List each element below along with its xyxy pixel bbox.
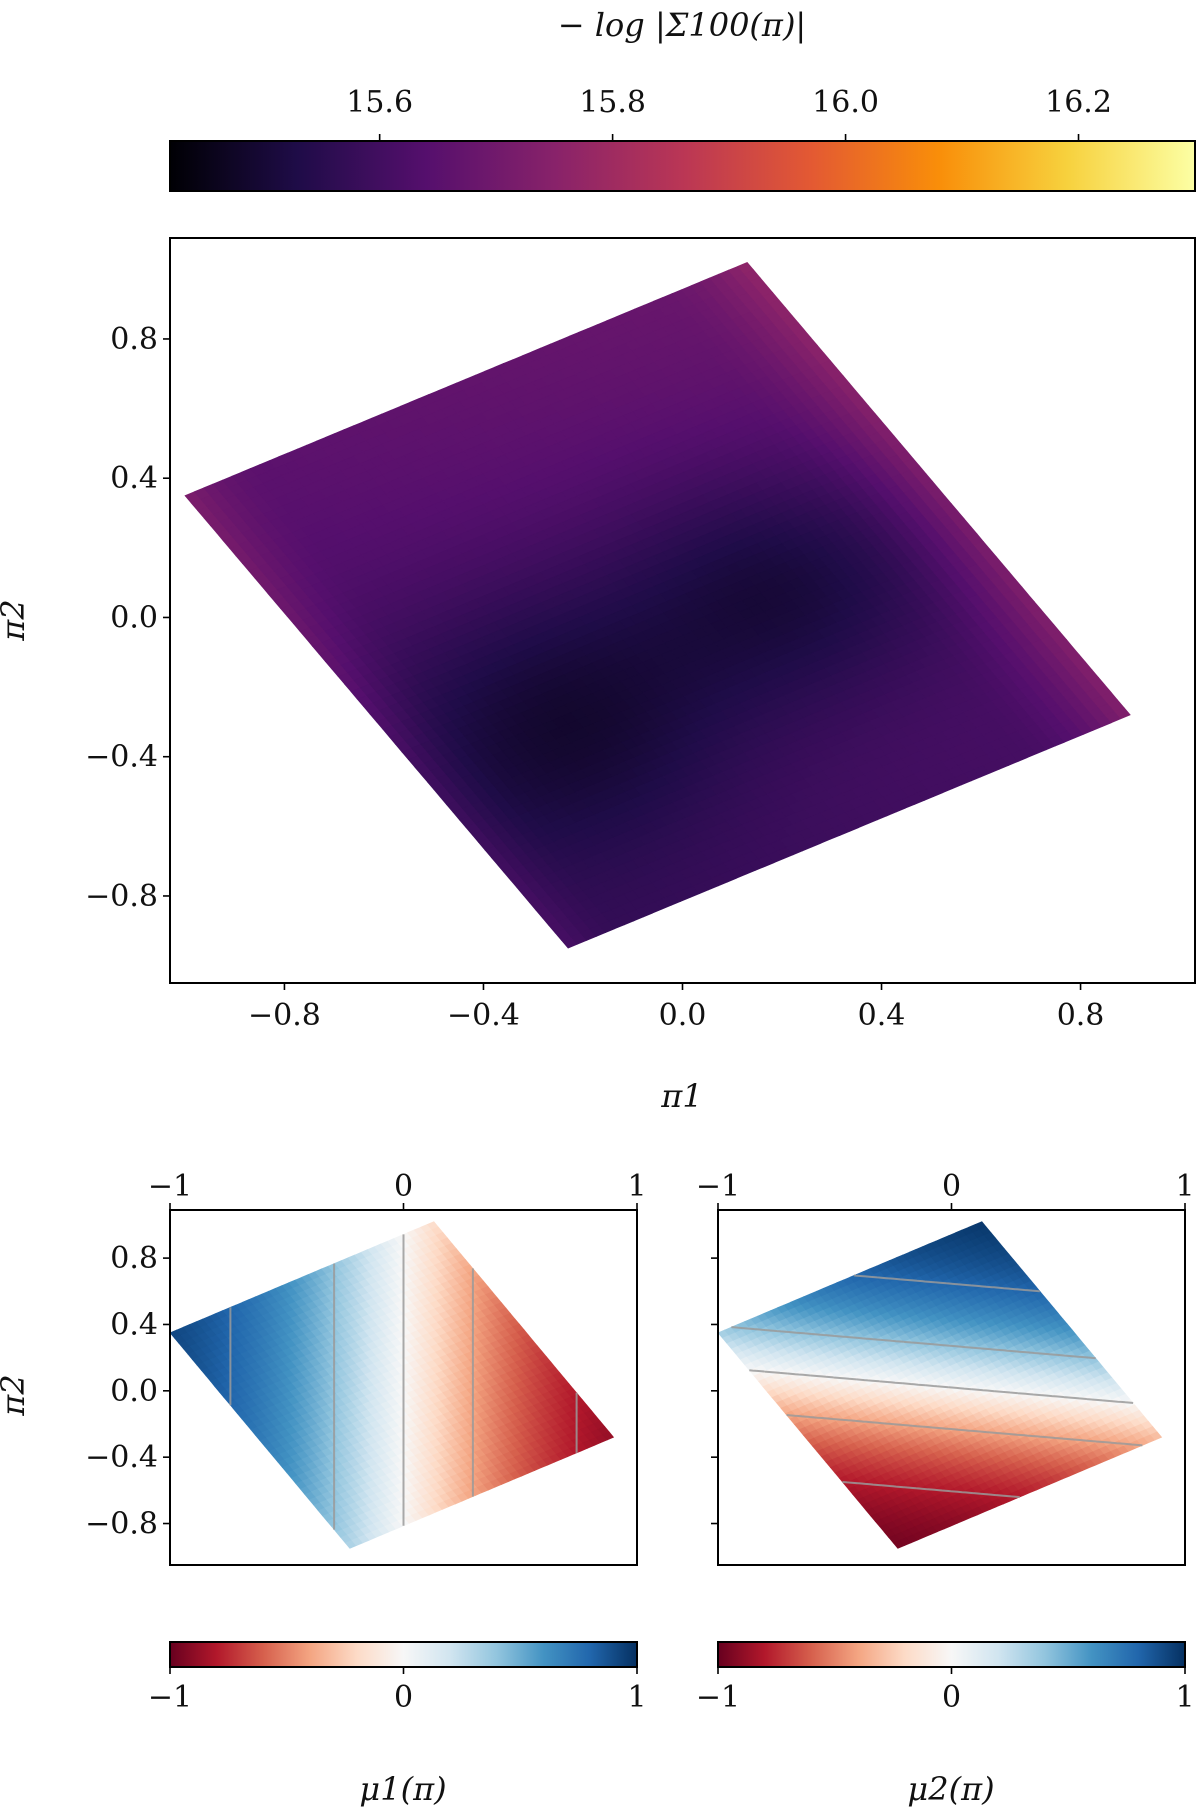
colorbar-tick-label: 15.8 (579, 85, 646, 120)
main-y-axis-label: π2 (0, 599, 32, 641)
x-tick-label: 0.4 (858, 998, 906, 1033)
main-x-ticks: −0.8 −0.4 0.0 0.4 0.8 (248, 983, 1104, 1033)
y-tick-label: 0.4 (110, 461, 158, 496)
main-colorbar-label: − log |Σ100(π)| (558, 6, 806, 44)
main-colorbar: − log |Σ100(π)| 15.6 15.8 16.0 16.2 (169, 6, 1196, 192)
main-colorbar-ticks: 15.6 15.8 16.0 16.2 (346, 85, 1112, 141)
y-tick-label: 0.8 (110, 322, 158, 357)
x-tick-label: −0.4 (447, 998, 520, 1033)
x-tick-label: −0.8 (248, 998, 321, 1033)
main-y-ticks: 0.8 0.4 0.0 −0.4 −0.8 (85, 322, 170, 914)
mu1-heatmap-field (170, 1221, 615, 1549)
colorbar-tick-label: 16.2 (1045, 85, 1112, 120)
main-heatmap-field (184, 262, 1131, 949)
main-colorbar-gradient (169, 140, 1196, 192)
x-tick-label: 0.8 (1057, 998, 1105, 1033)
y-tick-label: 0.0 (110, 600, 158, 635)
y-tick-label: −0.8 (85, 879, 158, 914)
mu1-heatmap-panel: −1 0 1 0.80.40.0−0.4−0.8 π2 −1 0 1 μ1(π) (0, 1169, 647, 1808)
x-tick-label: 0.0 (659, 998, 707, 1033)
main-x-axis-label: π1 (660, 1077, 702, 1115)
main-heatmap-panel: −0.8 −0.4 0.0 0.4 0.8 0.8 0.4 0.0 −0.4 −0.8 π1 π… (0, 237, 1196, 1115)
colorbar-tick-label: 15.6 (346, 85, 413, 120)
y-tick-label: −0.4 (85, 740, 158, 775)
colorbar-tick-label: 16.0 (812, 85, 879, 120)
